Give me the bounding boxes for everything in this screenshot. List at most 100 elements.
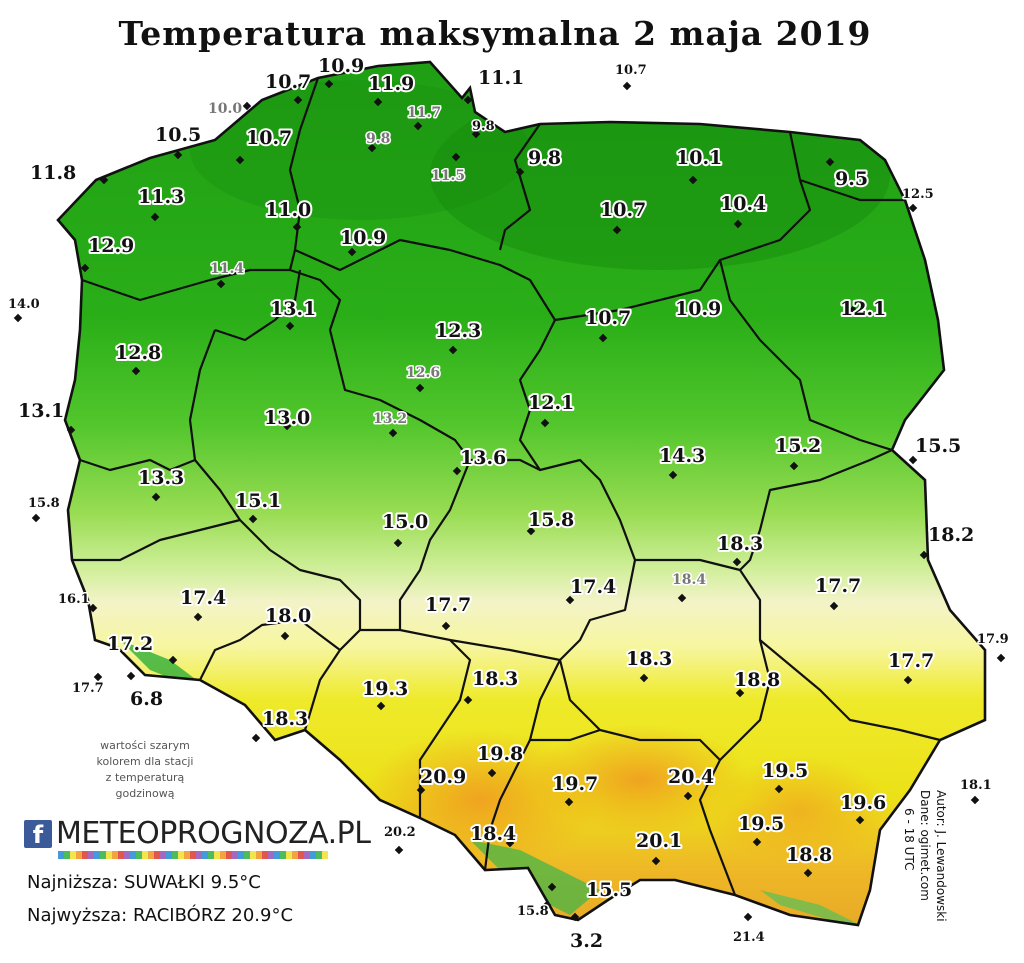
station-marker bbox=[235, 155, 245, 165]
station-marker bbox=[394, 845, 404, 855]
station-temperature-label: 9.8 bbox=[366, 131, 390, 147]
station-marker bbox=[677, 593, 687, 603]
station-marker bbox=[373, 97, 383, 107]
station-temperature-label: 15.8 bbox=[517, 904, 549, 919]
station-marker bbox=[293, 95, 303, 105]
note-line: wartości szarym bbox=[100, 739, 190, 752]
station-marker bbox=[451, 152, 461, 162]
station-marker bbox=[150, 212, 160, 222]
station-marker bbox=[564, 797, 574, 807]
station-temperature-label: 18.3 bbox=[717, 533, 763, 555]
station-marker bbox=[570, 912, 580, 922]
station-temperature-label: 11.0 bbox=[265, 199, 311, 221]
station-temperature-label: 18.4 bbox=[672, 572, 706, 588]
station-marker bbox=[855, 815, 865, 825]
station-temperature-label: 11.4 bbox=[210, 261, 244, 277]
station-temperature-label: 18.1 bbox=[960, 778, 992, 793]
lowest-temperature: Najniższa: SUWAŁKI 9.5°C bbox=[27, 872, 261, 893]
station-marker bbox=[413, 121, 423, 131]
station-marker bbox=[752, 837, 762, 847]
station-temperature-label: 20.9 bbox=[420, 766, 466, 788]
station-temperature-label: 19.5 bbox=[738, 813, 784, 835]
station-marker bbox=[487, 768, 497, 778]
station-marker bbox=[66, 425, 76, 435]
station-temperature-label: 12.1 bbox=[528, 392, 574, 414]
station-temperature-label: 21.4 bbox=[733, 930, 765, 945]
station-marker bbox=[829, 601, 839, 611]
station-temperature-label: 10.9 bbox=[675, 298, 721, 320]
station-temperature-label: 10.7 bbox=[615, 63, 647, 78]
station-marker bbox=[471, 129, 481, 139]
station-marker bbox=[668, 470, 678, 480]
meteoprognoza-logo[interactable]: f METEOPROGNOZA.PL bbox=[24, 816, 371, 862]
station-temperature-label: 10.7 bbox=[246, 127, 292, 149]
station-marker bbox=[732, 557, 742, 567]
station-temperature-label: 12.5 bbox=[902, 187, 934, 202]
station-temperature-label: 15.8 bbox=[28, 496, 60, 511]
station-temperature-label: 11.5 bbox=[431, 168, 465, 184]
map-title: Temperatura maksymalna 2 maja 2019 bbox=[118, 14, 872, 53]
station-marker bbox=[416, 785, 426, 795]
station-temperature-label: 16.1 bbox=[58, 592, 90, 607]
station-marker bbox=[415, 383, 425, 393]
station-temperature-label: 11.9 bbox=[368, 73, 414, 95]
station-marker bbox=[463, 695, 473, 705]
station-marker bbox=[347, 247, 357, 257]
station-temperature-label: 11.1 bbox=[478, 67, 524, 89]
station-marker bbox=[388, 428, 398, 438]
station-marker bbox=[151, 492, 161, 502]
note-line: godzinową bbox=[115, 787, 175, 800]
author-credit: Autor: J. Lewandowski bbox=[934, 790, 948, 922]
station-temperature-label: 13.2 bbox=[373, 411, 407, 427]
station-temperature-label: 11.7 bbox=[407, 105, 441, 121]
station-marker bbox=[448, 345, 458, 355]
station-marker bbox=[542, 900, 552, 910]
station-temperature-label: 10.1 bbox=[676, 147, 722, 169]
station-temperature-label: 12.9 bbox=[88, 235, 134, 257]
station-marker bbox=[565, 595, 575, 605]
station-marker bbox=[996, 653, 1006, 663]
station-temperature-label: 15.0 bbox=[382, 511, 428, 533]
logo-color-stripe bbox=[58, 851, 328, 859]
data-source-credit: Dane: ogimet.com bbox=[918, 790, 932, 901]
station-temperature-label: 20.1 bbox=[636, 830, 682, 852]
station-temperature-label: 18.4 bbox=[470, 823, 516, 845]
station-temperature-label: 13.6 bbox=[460, 447, 506, 469]
station-marker bbox=[970, 795, 980, 805]
station-marker bbox=[13, 313, 23, 323]
station-marker bbox=[376, 701, 386, 711]
station-marker bbox=[848, 305, 858, 315]
station-temperature-label: 12.1 bbox=[840, 298, 886, 320]
station-labels: 10.910.7 11.9 11.1 10.710.0 11.79.810.5 10.7 9… bbox=[7, 53, 1011, 954]
station-temperature-label: 14.0 bbox=[8, 297, 40, 312]
station-temperature-label: 18.3 bbox=[626, 648, 672, 670]
station-marker bbox=[803, 868, 813, 878]
station-marker bbox=[710, 306, 720, 316]
station-marker bbox=[324, 79, 334, 89]
note-line: z temperaturą bbox=[105, 771, 185, 784]
station-marker bbox=[31, 513, 41, 523]
station-temperature-label: 13.3 bbox=[138, 467, 184, 489]
station-temperature-label: 15.1 bbox=[235, 490, 281, 512]
station-temperature-label: 18.8 bbox=[734, 669, 780, 691]
station-marker bbox=[505, 838, 515, 848]
station-temperature-label: 10.9 bbox=[318, 55, 364, 77]
station-marker bbox=[292, 222, 302, 232]
station-temperature-label: 10.0 bbox=[208, 101, 242, 117]
station-marker bbox=[93, 672, 103, 682]
station-marker bbox=[903, 675, 913, 685]
station-temperature-label: 18.2 bbox=[928, 524, 974, 546]
station-marker bbox=[173, 150, 183, 160]
station-marker bbox=[80, 263, 90, 273]
station-marker bbox=[908, 203, 918, 213]
station-temperature-label: 15.8 bbox=[528, 509, 574, 531]
station-temperature-label: 10.7 bbox=[585, 307, 631, 329]
facebook-icon[interactable]: f bbox=[24, 820, 52, 849]
station-marker bbox=[651, 856, 661, 866]
station-temperature-label: 18.0 bbox=[265, 605, 311, 627]
station-temperature-label: 13.1 bbox=[270, 298, 316, 320]
station-temperature-label: 17.4 bbox=[570, 576, 616, 598]
time-range-credit: 6 - 18 UTC bbox=[902, 808, 916, 871]
station-temperature-label: 17.7 bbox=[72, 681, 104, 696]
station-temperature-label: 17.4 bbox=[180, 587, 226, 609]
